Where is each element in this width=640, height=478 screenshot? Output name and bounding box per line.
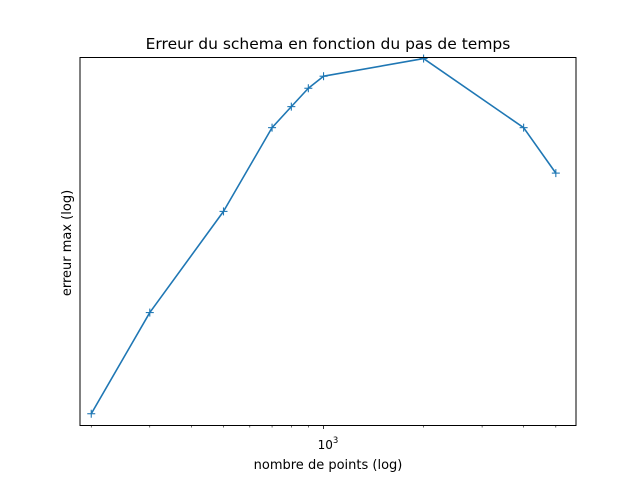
- plot-area: [87, 54, 560, 418]
- data-point-marker: [519, 123, 528, 132]
- data-point-marker: [87, 409, 96, 418]
- data-point-marker: [419, 54, 428, 63]
- chart-title: Erreur du schema en fonction du pas de t…: [146, 35, 511, 53]
- series-line: [90, 57, 557, 415]
- data-point-marker: [268, 123, 277, 132]
- y-axis-label: erreur max (log): [60, 190, 75, 296]
- x-axis-label: nombre de points (log): [254, 458, 403, 473]
- x-tick-label-exponent: 3: [333, 436, 338, 446]
- data-point-marker: [287, 102, 296, 111]
- data-point-marker: [551, 169, 560, 178]
- data-point-marker: [145, 308, 154, 317]
- x-tick-label-1000: 103: [318, 436, 339, 452]
- data-point-marker: [304, 84, 313, 93]
- data-point-marker: [219, 207, 228, 216]
- axes-frame: [79, 57, 577, 426]
- x-tick-label-base: 10: [318, 438, 333, 452]
- data-point-marker: [319, 72, 328, 81]
